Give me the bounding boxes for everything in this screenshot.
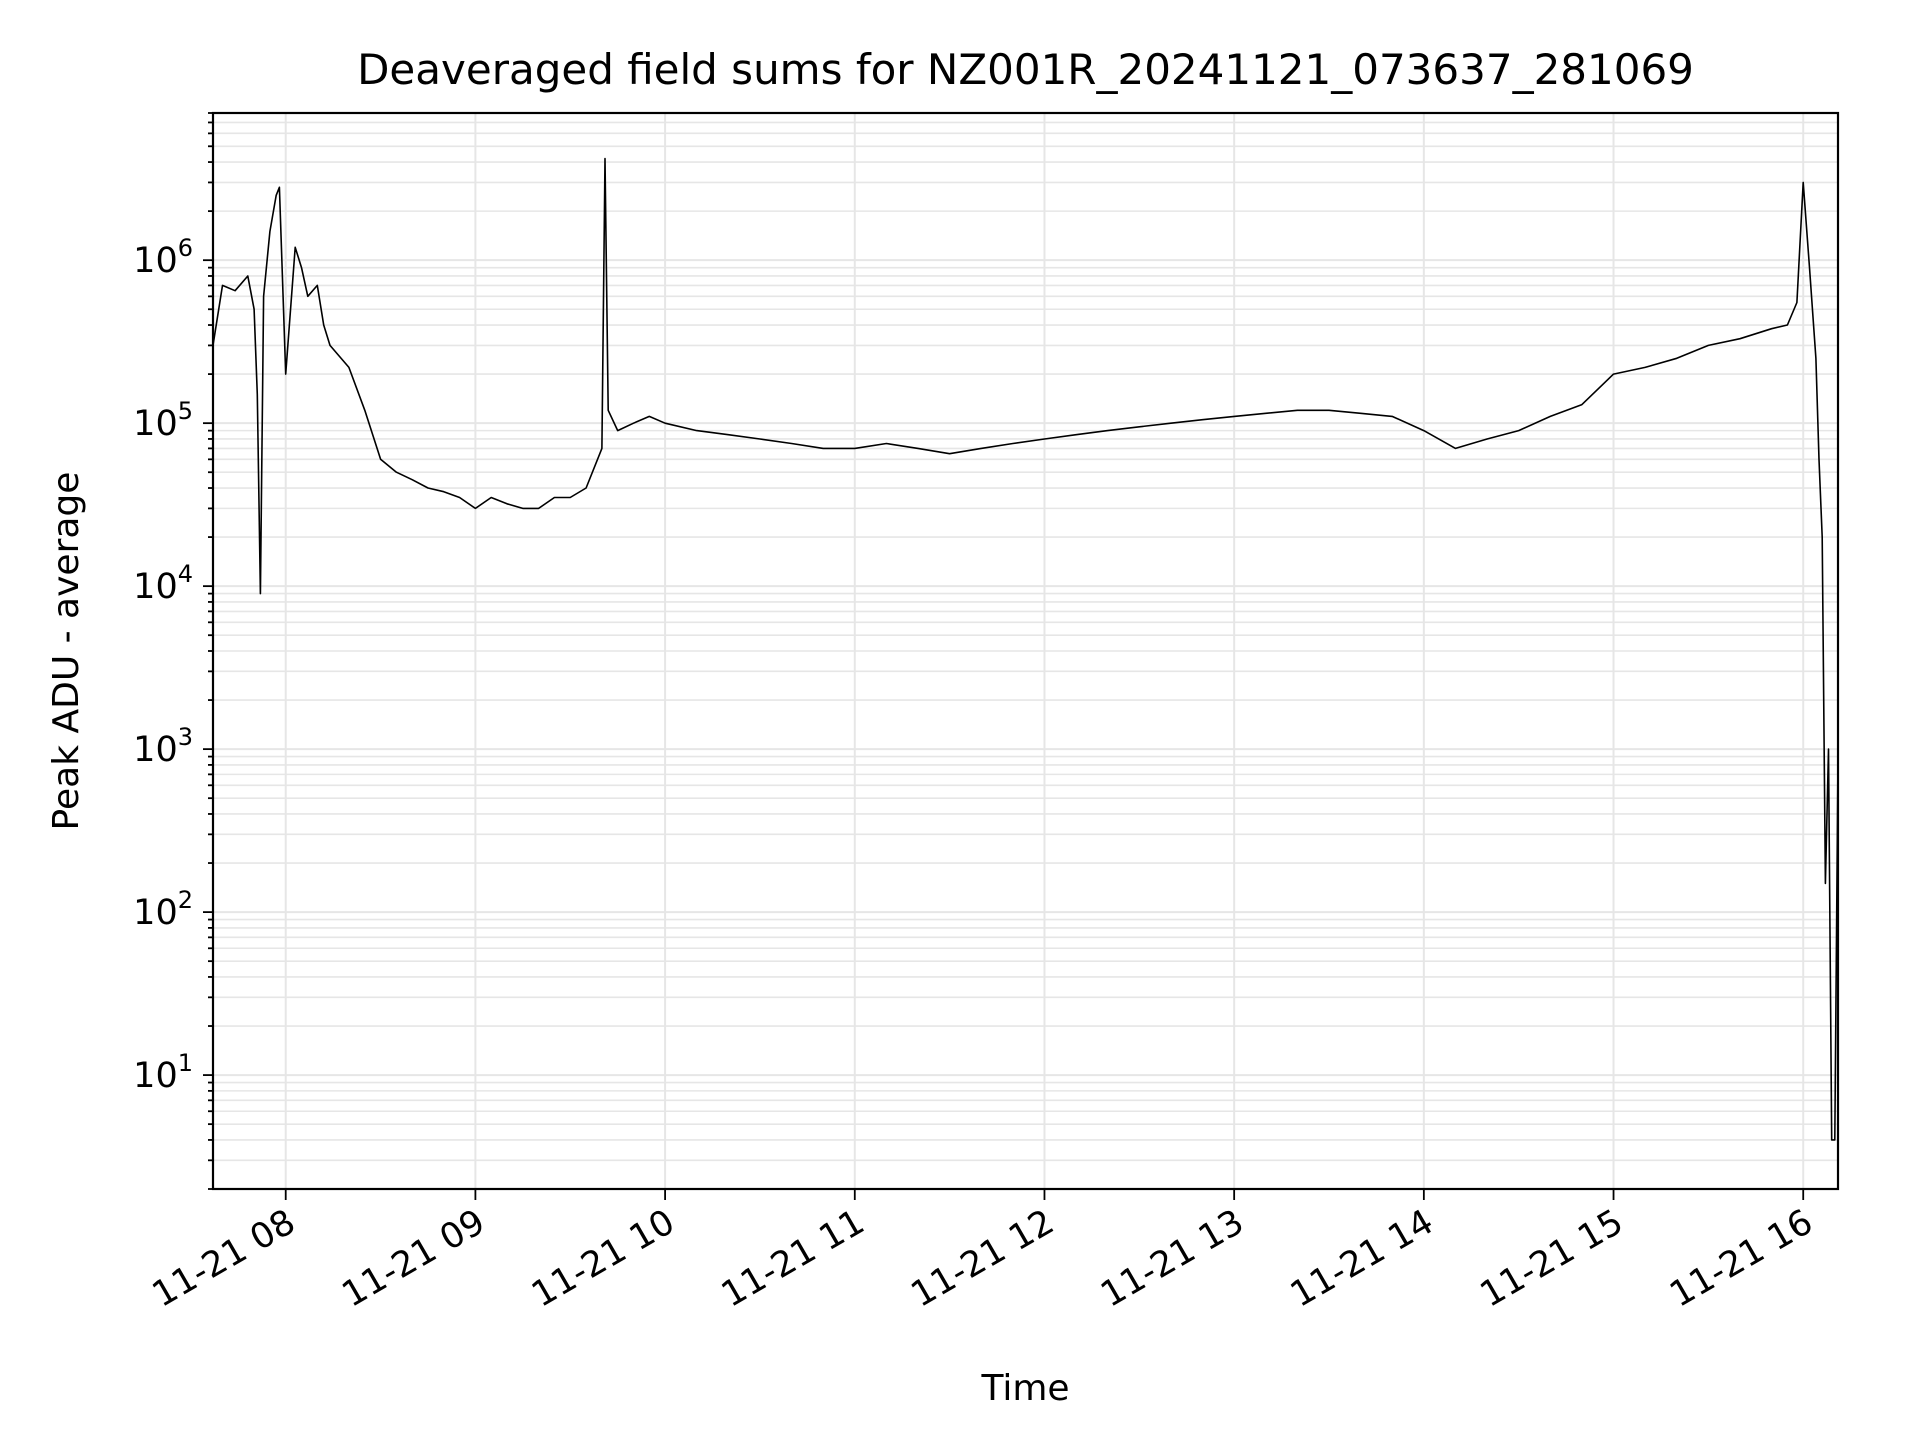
y-tick-label: 102 [133, 886, 193, 933]
series-line [212, 157, 1839, 1141]
y-axis: 101 102 103 104 105 106 [133, 112, 213, 1190]
y-tick-label: 106 [133, 234, 193, 281]
x-axis-label: Time [980, 1368, 1069, 1409]
y-tick-label: 103 [133, 723, 193, 770]
y-tick-label: 101 [133, 1049, 193, 1096]
y-axis-label: Peak ADU - average [46, 472, 87, 831]
y-tick-label: 104 [133, 560, 193, 607]
grid [213, 112, 1838, 1190]
chart-title: Deaveraged field sums for NZ001R_2024112… [357, 45, 1694, 94]
series-layer [212, 157, 1839, 1141]
y-tick-label: 105 [133, 397, 193, 444]
